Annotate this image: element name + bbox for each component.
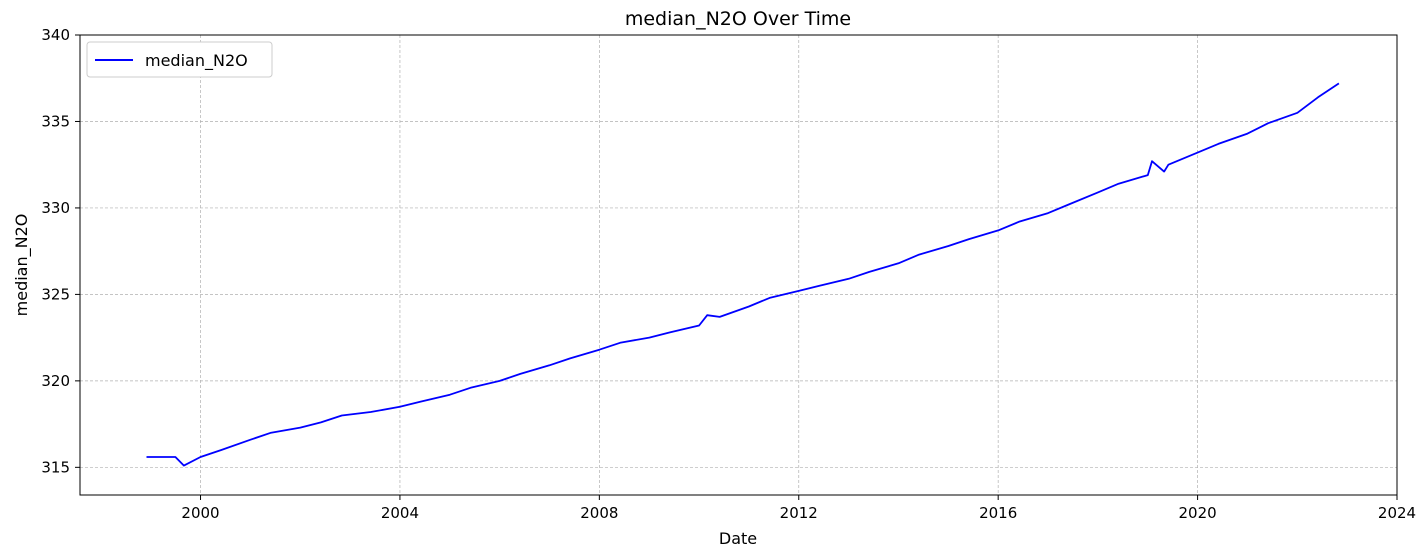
x-tick-label: 2020	[1178, 504, 1216, 522]
legend-box	[86, 41, 273, 78]
legend-label-median-n2o: median_N2O	[145, 51, 248, 71]
series-layer	[146, 82, 1340, 467]
y-axis-label: median_N2O	[12, 214, 32, 317]
legend: median_N2O	[86, 41, 273, 78]
x-tick-label: 2008	[580, 504, 618, 522]
series-line-median-n2o	[146, 82, 1340, 467]
y-axis: 315 320 325 330 335 340	[41, 26, 80, 476]
y-tick-label: 320	[41, 372, 70, 390]
x-tick-label: 2004	[381, 504, 419, 522]
y-tick-label: 330	[41, 199, 70, 217]
x-tick-label: 2000	[181, 504, 219, 522]
plot-frame	[79, 34, 1398, 496]
y-tick-label: 340	[41, 26, 70, 44]
y-tick-label: 315	[41, 458, 70, 476]
x-axis: 2000 2004 2008 2012 2016 2020 2024	[181, 495, 1416, 522]
y-tick-label: 325	[41, 285, 70, 303]
x-tick-label: 2012	[780, 504, 818, 522]
x-tick-label: 2024	[1378, 504, 1416, 522]
x-tick-label: 2016	[979, 504, 1017, 522]
x-axis-label: Date	[719, 529, 757, 548]
y-tick-label: 335	[41, 112, 70, 130]
chart-title: median_N2O Over Time	[625, 8, 851, 30]
